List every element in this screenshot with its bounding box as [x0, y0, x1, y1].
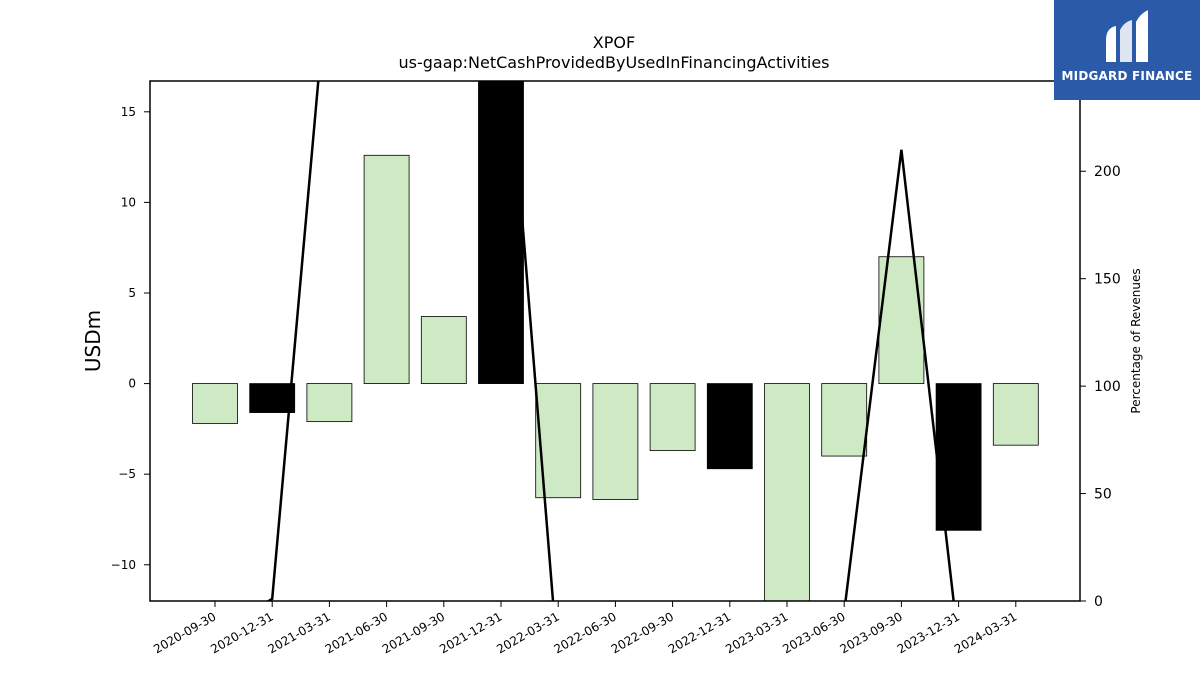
y2-tick-label: 200	[1094, 164, 1121, 180]
x-tick-label: 2022-12-31	[666, 609, 733, 656]
bar-2022-06-30	[592, 383, 639, 500]
x-tick-label: 2024-03-31	[952, 609, 1019, 656]
chart-title: XPOF	[593, 33, 635, 52]
y2-axis-ticks: 0 50 100 150 200	[1080, 164, 1121, 610]
y-tick-label: −5	[118, 467, 136, 481]
y-tick-label: 15	[121, 105, 136, 119]
x-tick-label: 2022-09-30	[609, 609, 676, 656]
percentage-line	[509, 81, 555, 601]
x-tick-label: 2020-09-30	[151, 609, 218, 656]
x-tick-label: 2020-12-31	[208, 609, 275, 656]
y2-tick-label: 50	[1094, 487, 1112, 503]
bar-2022-09-30	[649, 383, 696, 452]
x-tick-label: 2021-12-31	[437, 609, 504, 656]
bar-2023-03-31	[764, 383, 810, 601]
x-tick-label: 2022-03-31	[494, 609, 561, 656]
bar-2023-06-30	[821, 383, 868, 457]
y-tick-label: −10	[111, 558, 136, 572]
bar-2020-12-31	[249, 383, 296, 413]
y2-tick-label: 100	[1094, 379, 1121, 395]
x-tick-label: 2021-09-30	[380, 609, 447, 656]
bar-2021-12-31	[478, 81, 524, 384]
x-tick-label: 2023-03-31	[723, 609, 790, 656]
y2-tick-label: 150	[1094, 272, 1121, 288]
bars	[192, 81, 1039, 601]
x-tick-label: 2023-09-30	[837, 609, 904, 656]
bar-2021-03-31	[306, 383, 353, 423]
x-tick-label: 2021-03-31	[265, 609, 332, 656]
x-tick-label: 2022-06-30	[551, 609, 618, 656]
x-tick-label: 2023-12-31	[895, 609, 962, 656]
logo-mark-icon	[1106, 10, 1148, 62]
brand-name: MIDGARD FINANCE	[1061, 69, 1193, 83]
x-tick-label: 2021-06-30	[323, 609, 390, 656]
bar-2021-09-30	[420, 316, 467, 384]
y2-tick-label: 0	[1094, 594, 1103, 610]
chart-subtitle: us-gaap:NetCashProvidedByUsedInFinancing…	[398, 53, 829, 72]
y-axis-ticks: −10 −5 0 5 10 15	[111, 105, 150, 572]
percentage-line	[844, 149, 955, 601]
y-axis-label: USDm	[81, 310, 105, 372]
percentage-line	[266, 81, 320, 601]
line-layer	[266, 81, 955, 601]
bar-2021-06-30	[363, 154, 410, 384]
x-tick-label: 2023-06-30	[780, 609, 847, 656]
y-tick-label: 5	[128, 286, 136, 300]
y2-axis-label: Percentage of Revenues	[1129, 268, 1143, 413]
bar-2022-12-31	[706, 383, 753, 470]
y-tick-label: 10	[121, 195, 136, 209]
bar-2024-03-31	[992, 383, 1039, 446]
y-tick-label: 0	[128, 377, 136, 391]
brand-logo: MIDGARD FINANCE	[1054, 0, 1200, 100]
x-axis-ticks: 2020-09-302020-12-312021-03-312021-06-30…	[151, 601, 1019, 656]
bar-2020-09-30	[192, 383, 238, 424]
